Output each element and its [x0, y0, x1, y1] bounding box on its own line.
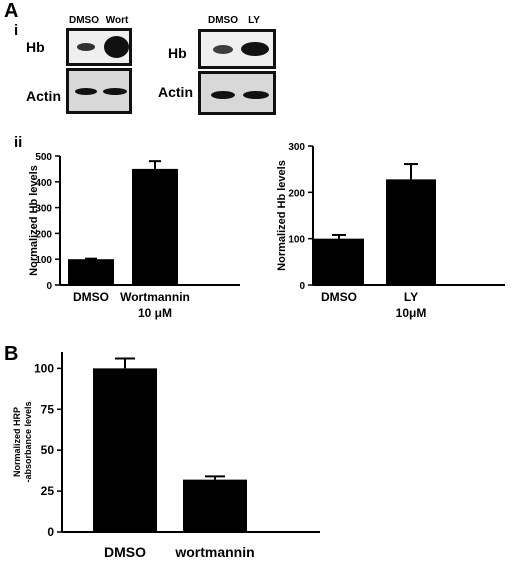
- blot-right-actin-membrane: [198, 71, 276, 115]
- band: [104, 36, 129, 58]
- y-tick-label: 100: [34, 361, 54, 375]
- band: [211, 91, 235, 99]
- blot-left-actin-membrane: [66, 68, 132, 114]
- y-tick-label: 75: [41, 402, 55, 416]
- y-axis-label-line: Normalized HRP: [12, 407, 22, 477]
- y-tick-label: 400: [35, 178, 52, 189]
- panel-a-part-i-label: i: [14, 22, 19, 39]
- blot-right-hb-membrane: [198, 29, 276, 69]
- blot-right-lane-2: LY: [248, 15, 260, 26]
- category-label: Wortmannin: [120, 290, 190, 304]
- category-label: LY: [404, 290, 418, 304]
- panel-b-label: B: [4, 343, 19, 365]
- category-label: DMSO: [73, 290, 109, 304]
- bar-wortmannin: [132, 168, 178, 285]
- y-tick-label: 0: [299, 281, 305, 292]
- category-label: wortmannin: [174, 544, 254, 560]
- y-axis-label-line: -absorbance levels: [23, 401, 33, 482]
- chart-hrp-absorbance: 0 25 50 75 100 Normalized HRP -absorbance leve…: [12, 352, 320, 560]
- y-tick-label: 300: [35, 204, 52, 215]
- blot-right-row-actin: Actin: [158, 84, 193, 100]
- y-tick-label: 0: [46, 281, 52, 292]
- blot-left-hb-membrane: [66, 28, 132, 66]
- y-axis-label: Normalized Hb levels: [28, 165, 40, 276]
- bar-dmso: [314, 238, 364, 285]
- y-tick-label: 500: [35, 152, 52, 163]
- panel-a-label: A: [4, 0, 19, 22]
- y-tick-label: 50: [41, 443, 55, 457]
- blot-right-lane-1: DMSO: [208, 15, 238, 26]
- y-tick-label: 0: [47, 525, 54, 539]
- category-sublabel: 10μM: [396, 306, 427, 320]
- y-tick-label: 100: [35, 255, 52, 266]
- category-label: DMSO: [321, 290, 357, 304]
- blot-left-row-hb: Hb: [26, 39, 45, 55]
- bar-wortmannin: [183, 479, 247, 532]
- band: [75, 88, 97, 95]
- band: [213, 45, 233, 54]
- y-tick-label: 200: [288, 188, 305, 199]
- y-tick-label: 100: [288, 235, 305, 246]
- chart-wortmannin-hb: 0 100 200 300 400 500 Normalized Hb levels DMSO…: [28, 152, 240, 320]
- blot-left-lane-1: DMSO: [69, 15, 99, 26]
- bar-ly: [386, 179, 436, 285]
- blot-left-lane-2: Wort: [105, 15, 129, 26]
- y-tick-label: 25: [41, 484, 55, 498]
- category-sublabel: 10 μM: [138, 306, 172, 320]
- y-tick-label: 200: [35, 229, 52, 240]
- blot-right-row-hb: Hb: [168, 45, 187, 61]
- y-axis-label: Normalized Hb levels: [276, 160, 288, 271]
- y-tick-label: 300: [288, 142, 305, 153]
- bar-dmso: [68, 259, 114, 285]
- category-label: DMSO: [104, 544, 146, 560]
- band: [77, 43, 95, 51]
- bar-dmso: [93, 368, 157, 532]
- band: [103, 88, 127, 95]
- band: [243, 91, 269, 99]
- blot-left-row-actin: Actin: [26, 88, 61, 104]
- panel-a-part-ii-label: ii: [14, 134, 23, 151]
- band: [241, 42, 269, 56]
